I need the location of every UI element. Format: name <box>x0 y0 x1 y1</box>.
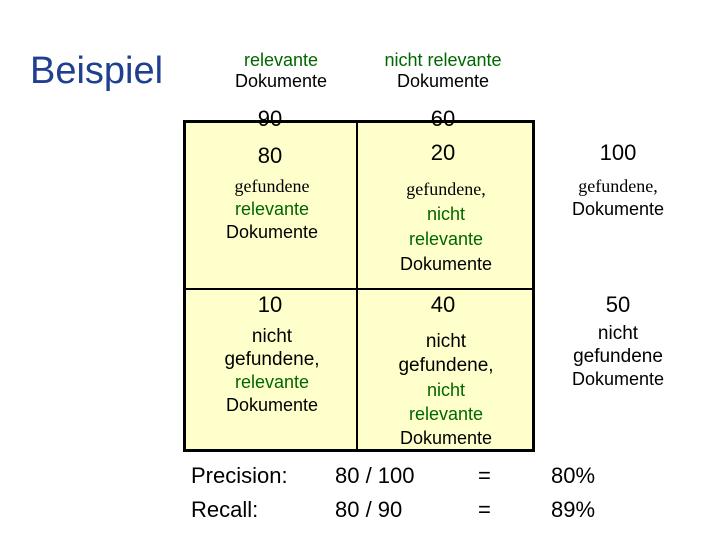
tp-count: 80 <box>257 143 283 168</box>
recall-formula: 80 / 90 <box>335 497 403 522</box>
matrix-horizontal-divider <box>183 288 535 290</box>
row1-line2: Dokumente <box>571 199 665 219</box>
cell-not-found-relevant: nicht gefundene, relevante Dokumente <box>192 325 352 417</box>
tp-line2: relevante <box>234 199 310 219</box>
fn-count: 10 <box>257 292 283 317</box>
tp-line3: Dokumente <box>225 222 319 242</box>
precision-label: Precision: <box>191 463 288 488</box>
row-total-not-found: 50 <box>605 292 631 317</box>
header-not-relevant-line2: Dokumente <box>396 71 490 91</box>
row2-line1: nicht <box>597 323 639 344</box>
fp-count: 20 <box>430 140 456 165</box>
row-label-found: gefundene, Dokumente <box>548 175 688 221</box>
header-relevant-line2: Dokumente <box>234 71 328 91</box>
tn-line2: gefundene, <box>398 355 494 376</box>
fn-line1: nicht <box>251 326 293 347</box>
row-label-not-found: nicht gefundene Dokumente <box>548 322 688 391</box>
cell-found-not-relevant: gefundene, nicht relevante Dokumente <box>366 177 526 277</box>
tn-line3: nicht <box>426 380 466 400</box>
tp-line1: gefundene <box>234 176 310 196</box>
tn-count: 40 <box>430 292 456 317</box>
row2-line2: gefundene <box>573 346 663 367</box>
row2-line3: Dokumente <box>571 369 665 389</box>
precision-equals: = <box>478 463 491 488</box>
fp-line3: relevante <box>408 229 484 249</box>
matrix-vertical-divider <box>356 120 358 452</box>
slide-title: Beispiel <box>30 50 164 92</box>
row1-line1: gefundene, <box>578 176 658 196</box>
recall-equals: = <box>478 497 491 522</box>
cell-found-relevant: gefundene relevante Dokumente <box>192 175 352 244</box>
column-total-relevant: 90 <box>257 106 283 131</box>
header-relevant: relevante Dokumente <box>222 50 340 92</box>
fn-line2: gefundene, <box>224 349 320 370</box>
fn-line4: Dokumente <box>225 395 319 415</box>
row-total-found: 100 <box>599 140 637 165</box>
fp-line1: gefundene, <box>406 179 486 199</box>
recall-value: 89% <box>551 497 596 522</box>
recall-label: Recall: <box>191 497 259 522</box>
header-not-relevant-line1: nicht relevante <box>384 50 502 70</box>
fp-line4: Dokumente <box>399 254 493 274</box>
fp-line2: nicht <box>426 204 466 224</box>
fn-line3: relevante <box>234 372 310 392</box>
column-total-not-relevant: 60 <box>430 106 456 131</box>
header-relevant-line1: relevante <box>243 50 319 70</box>
precision-value: 80% <box>551 463 596 488</box>
precision-formula: 80 / 100 <box>335 463 415 488</box>
tn-line4: relevante <box>408 404 484 424</box>
header-not-relevant: nicht relevante Dokumente <box>368 50 518 92</box>
confusion-matrix <box>183 120 535 452</box>
tn-line1: nicht <box>425 331 467 352</box>
tn-line5: Dokumente <box>399 428 493 448</box>
cell-not-found-not-relevant: nicht gefundene, nicht relevante Dokumen… <box>366 330 526 450</box>
